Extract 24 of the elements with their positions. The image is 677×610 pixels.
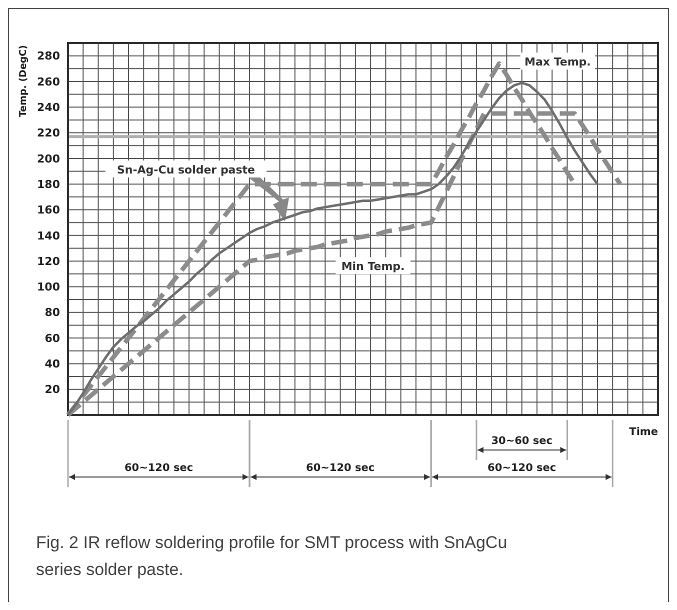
y-tick-label: 240 xyxy=(37,100,60,114)
y-tick-label: 60 xyxy=(44,332,60,345)
y-tick-label: 120 xyxy=(37,254,60,268)
x-axis-title: Time xyxy=(629,426,658,438)
text: 30~60 sec xyxy=(491,435,552,447)
caption: Fig. 2 IR reflow soldering profile for SMT process with SnAgCu series solder paste. xyxy=(36,533,508,579)
y-tick-label: 280 xyxy=(37,50,60,63)
text: 60~120 sec xyxy=(488,462,556,474)
annotation: Sn-Ag-Cu solder paste xyxy=(116,163,256,176)
y-tick-label: 80 xyxy=(44,306,60,320)
y-tick-label: 140 xyxy=(37,229,60,242)
y-tick-label: 20 xyxy=(44,383,60,396)
text: 60~120 sec xyxy=(306,462,375,474)
y-tick-label: 160 xyxy=(37,204,60,217)
text: 60~120 sec xyxy=(124,462,194,474)
annotation: Max Temp. xyxy=(524,55,591,68)
annotation: Min Temp. xyxy=(341,260,405,274)
y-tick-label: 200 xyxy=(37,152,60,166)
y-tick-label: 180 xyxy=(37,178,60,191)
y-axis-title: Temp. (DegC) xyxy=(18,45,29,118)
y-tick-label: 40 xyxy=(44,358,60,371)
y-tick-label: 260 xyxy=(37,75,60,88)
y-tick-label: 100 xyxy=(37,280,60,294)
y-tick-label: 220 xyxy=(37,126,60,140)
